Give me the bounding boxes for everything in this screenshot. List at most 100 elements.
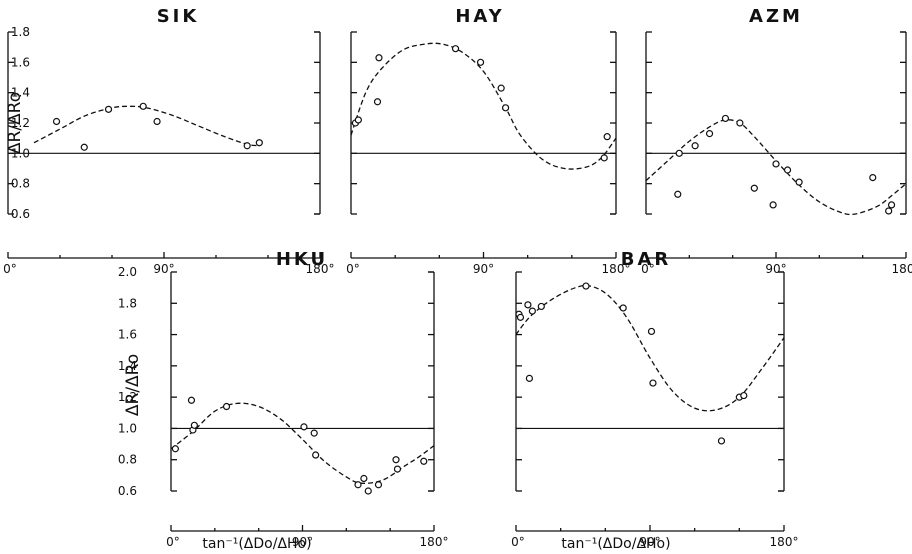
data-point bbox=[171, 445, 179, 453]
data-point bbox=[354, 116, 362, 124]
panel-hku: HKU 0.6 0.8 1.0 1.2 1.4 1.6 1.8 2.0 0° 90° 180° ΔR/Δ… bbox=[118, 249, 449, 552]
y-tick-label: 0.6 bbox=[11, 207, 30, 221]
data-point bbox=[364, 487, 372, 495]
data-point bbox=[675, 149, 683, 157]
data-point bbox=[885, 207, 893, 215]
data-point bbox=[374, 481, 383, 489]
data-point bbox=[420, 457, 428, 465]
y-tick-label: 1.8 bbox=[118, 296, 137, 310]
data-point bbox=[255, 139, 263, 147]
x-tick-label: 90° bbox=[292, 535, 313, 549]
data-point bbox=[600, 154, 608, 162]
y-tick-label: 0.8 bbox=[11, 177, 30, 191]
data-point bbox=[750, 184, 758, 192]
data-point bbox=[222, 402, 231, 411]
panel-title: AZM bbox=[749, 6, 803, 27]
data-point bbox=[869, 174, 877, 182]
fit-curve bbox=[350, 42, 617, 170]
x-tick-label: 180° bbox=[892, 262, 912, 276]
data-point bbox=[619, 304, 627, 312]
data-point bbox=[582, 282, 590, 290]
data-point bbox=[516, 313, 525, 321]
data-point bbox=[373, 98, 382, 106]
data-point bbox=[783, 166, 792, 174]
x-tick-label: 180° bbox=[602, 262, 631, 276]
data-point bbox=[104, 105, 113, 113]
panel-title: HAY bbox=[455, 6, 504, 27]
x-tick-label: 0° bbox=[641, 262, 655, 276]
y-tick-label: 2.0 bbox=[118, 265, 137, 279]
x-tick-label: 0° bbox=[3, 262, 17, 276]
y-axis-label: ΔR/ΔRo bbox=[123, 354, 143, 416]
data-point bbox=[705, 130, 714, 138]
data-point bbox=[139, 102, 147, 110]
y-tick-label: 1.6 bbox=[11, 55, 30, 69]
data-point bbox=[393, 465, 402, 473]
x-tick-label: 0° bbox=[166, 535, 180, 549]
data-point bbox=[525, 374, 534, 382]
data-point bbox=[647, 327, 656, 336]
data-point bbox=[497, 84, 505, 92]
x-tick-label: 90° bbox=[473, 262, 494, 276]
data-point bbox=[476, 58, 485, 66]
y-tick-label: 1.0 bbox=[118, 421, 137, 435]
data-point bbox=[52, 117, 61, 126]
y-tick-label: 1.8 bbox=[11, 25, 30, 39]
data-point bbox=[772, 160, 780, 168]
x-tick-label: 0° bbox=[511, 535, 525, 549]
data-point bbox=[721, 114, 730, 123]
fit-curve bbox=[33, 105, 260, 147]
data-point bbox=[360, 474, 368, 483]
data-point bbox=[300, 423, 308, 431]
x-tick-label: 180° bbox=[770, 535, 799, 549]
data-point bbox=[190, 421, 198, 429]
data-point bbox=[243, 142, 251, 150]
data-point bbox=[795, 178, 803, 186]
data-point bbox=[451, 45, 460, 53]
panel-title: BAR bbox=[621, 249, 672, 270]
data-point bbox=[80, 143, 88, 151]
data-point bbox=[501, 104, 510, 112]
data-point bbox=[674, 190, 682, 198]
panel-hay: HAY 0° 90° 180° bbox=[346, 6, 630, 276]
x-axis-label: tan⁻¹(ΔDo/ΔHo) bbox=[202, 536, 311, 552]
data-point bbox=[528, 307, 536, 315]
y-tick-label: 1.6 bbox=[118, 328, 137, 342]
panel-title: SIK bbox=[157, 6, 200, 27]
data-point bbox=[717, 437, 726, 445]
x-axis-label: tan⁻¹(ΔDo/ΔHo) bbox=[561, 536, 670, 552]
fit-curve bbox=[170, 402, 435, 484]
x-tick-label: 90° bbox=[153, 262, 174, 276]
data-point bbox=[740, 391, 748, 400]
data-point bbox=[392, 456, 400, 464]
panel-title: HKU bbox=[276, 249, 328, 270]
data-point bbox=[769, 201, 777, 209]
x-tick-label: 180° bbox=[306, 262, 335, 276]
data-point bbox=[310, 429, 318, 437]
data-point bbox=[649, 379, 657, 387]
data-point bbox=[603, 133, 611, 141]
data-point bbox=[187, 396, 196, 404]
data-point bbox=[736, 119, 744, 127]
data-point bbox=[375, 54, 383, 62]
x-tick-label: 180° bbox=[420, 535, 449, 549]
y-tick-label: 1.4 bbox=[11, 86, 30, 100]
data-point bbox=[354, 481, 362, 489]
y-tick-label: 0.6 bbox=[118, 484, 137, 498]
y-axis-label: ΔR/ΔRo bbox=[5, 92, 25, 154]
y-tick-label: 1.4 bbox=[118, 359, 137, 373]
data-point bbox=[887, 201, 896, 209]
data-point bbox=[312, 451, 320, 459]
data-point bbox=[691, 142, 699, 150]
data-point bbox=[524, 301, 532, 309]
y-tick-label: 1.2 bbox=[11, 116, 30, 130]
data-point bbox=[537, 302, 545, 311]
data-point bbox=[153, 117, 161, 126]
x-tick-label: 90° bbox=[639, 535, 660, 549]
y-tick-label: 0.8 bbox=[118, 453, 137, 467]
y-tick-label: 1.2 bbox=[118, 390, 137, 404]
